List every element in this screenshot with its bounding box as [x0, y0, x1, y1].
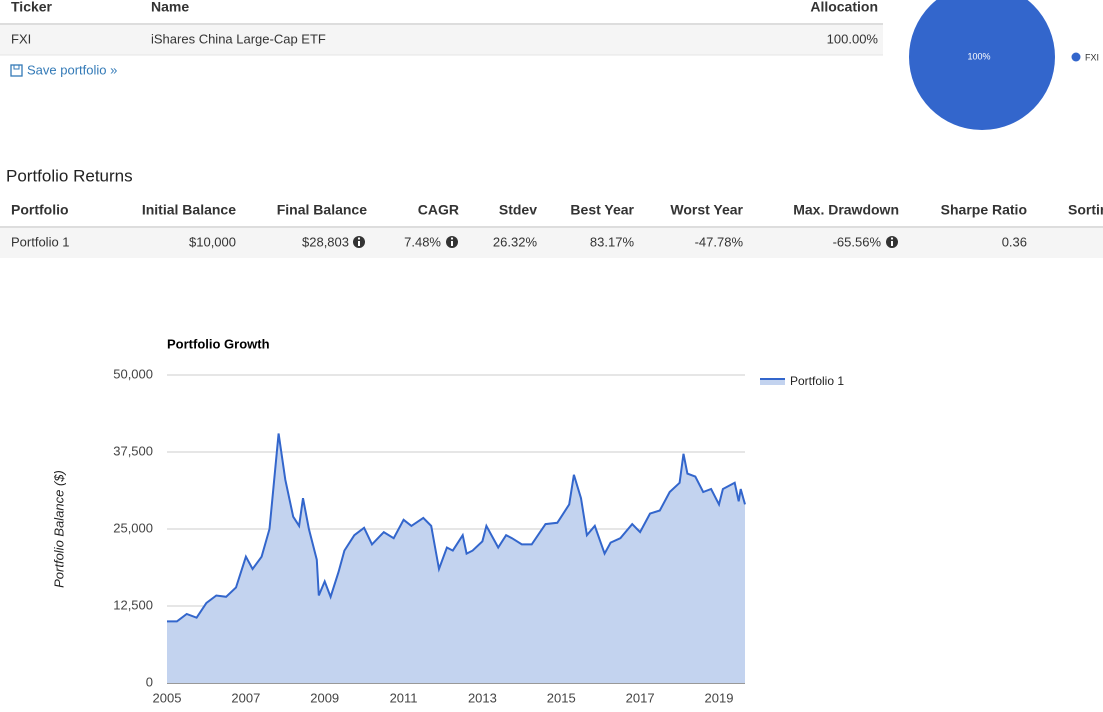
legend-label: Portfolio 1 — [790, 374, 844, 388]
section-title: Portfolio Returns — [6, 166, 133, 185]
info-icon[interactable] — [353, 236, 365, 248]
x-tick-label: 2007 — [231, 690, 260, 705]
table-cell: 100.00% — [827, 31, 879, 46]
x-tick-label: 2005 — [153, 690, 182, 705]
legend-swatch — [760, 378, 785, 385]
column-header: Ticker — [11, 0, 53, 15]
info-icon[interactable] — [446, 236, 458, 248]
x-tick-label: 2009 — [310, 690, 339, 705]
table-cell: -65.56% — [833, 234, 882, 249]
area — [167, 433, 745, 683]
chart-title: Portfolio Growth — [167, 336, 270, 351]
column-header: Worst Year — [670, 202, 743, 218]
table-cell: iShares China Large-Cap ETF — [151, 31, 326, 46]
column-header: Allocation — [810, 0, 878, 15]
column-header: Sortino Ratio — [1068, 202, 1103, 218]
column-header: Final Balance — [277, 202, 367, 218]
save-icon[interactable] — [10, 64, 23, 77]
table-cell: FXI — [11, 31, 31, 46]
x-tick-label: 2017 — [626, 690, 655, 705]
x-tick-label: 2019 — [705, 690, 734, 705]
x-tick-label: 2015 — [547, 690, 576, 705]
column-header: Max. Drawdown — [793, 202, 899, 218]
pie-label: 100% — [967, 51, 990, 61]
pie-slice — [909, 0, 1055, 130]
table-cell: 83.17% — [590, 234, 635, 249]
column-header: Portfolio — [11, 202, 69, 218]
column-header: Best Year — [570, 202, 634, 218]
x-tick-label: 2013 — [468, 690, 497, 705]
y-tick-label: 50,000 — [113, 366, 153, 381]
table-cell: -47.78% — [695, 234, 744, 249]
legend-swatch — [1071, 52, 1081, 62]
x-tick-label: 2011 — [390, 690, 418, 705]
column-header: Sharpe Ratio — [941, 202, 1027, 218]
column-header: Initial Balance — [142, 202, 236, 218]
table-cell: 0.36 — [1002, 234, 1027, 249]
table-cell: Portfolio 1 — [11, 234, 70, 249]
row-bg — [0, 25, 883, 55]
column-header: CAGR — [418, 202, 459, 218]
row-bg — [0, 228, 1103, 258]
column-header: Name — [151, 0, 189, 15]
y-tick-label: 12,500 — [113, 597, 153, 612]
info-icon[interactable] — [886, 236, 898, 248]
table-cell: $10,000 — [189, 234, 236, 249]
table-cell: 26.32% — [493, 234, 538, 249]
column-header: Stdev — [499, 202, 537, 218]
y-tick-label: 37,500 — [113, 443, 153, 458]
save-link[interactable]: Save portfolio » — [27, 62, 117, 77]
line — [167, 433, 746, 623]
y-axis-label: Portfolio Balance ($) — [51, 470, 66, 588]
y-tick-label: 0 — [146, 674, 153, 689]
y-tick-label: 25,000 — [113, 520, 153, 535]
table-cell: 7.48% — [404, 234, 441, 249]
legend-label: FXI — [1085, 52, 1099, 62]
table-cell: $28,803 — [302, 234, 349, 249]
